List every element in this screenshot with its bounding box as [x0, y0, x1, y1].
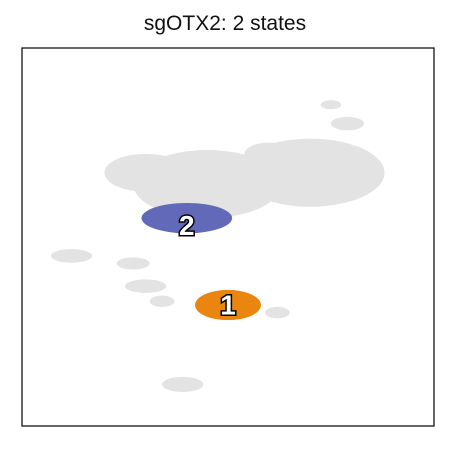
background-cells — [244, 142, 294, 166]
state-1-label: 1 — [220, 290, 236, 321]
background-cells — [125, 279, 167, 293]
background-cells — [265, 306, 290, 319]
plot-frame — [21, 47, 435, 427]
background-cells — [104, 153, 187, 192]
state-2-label: 2 — [179, 210, 195, 241]
background-cells — [162, 376, 204, 392]
background-cells — [149, 295, 175, 307]
background-cells — [331, 116, 364, 131]
state-1-cells — [195, 289, 261, 321]
state-2-cells — [141, 202, 233, 234]
background-cells — [320, 100, 342, 110]
background-cells — [50, 249, 93, 263]
chart-title: sgOTX2: 2 states — [143, 12, 307, 35]
background-cells — [116, 257, 150, 270]
plot-area — [22, 48, 434, 426]
